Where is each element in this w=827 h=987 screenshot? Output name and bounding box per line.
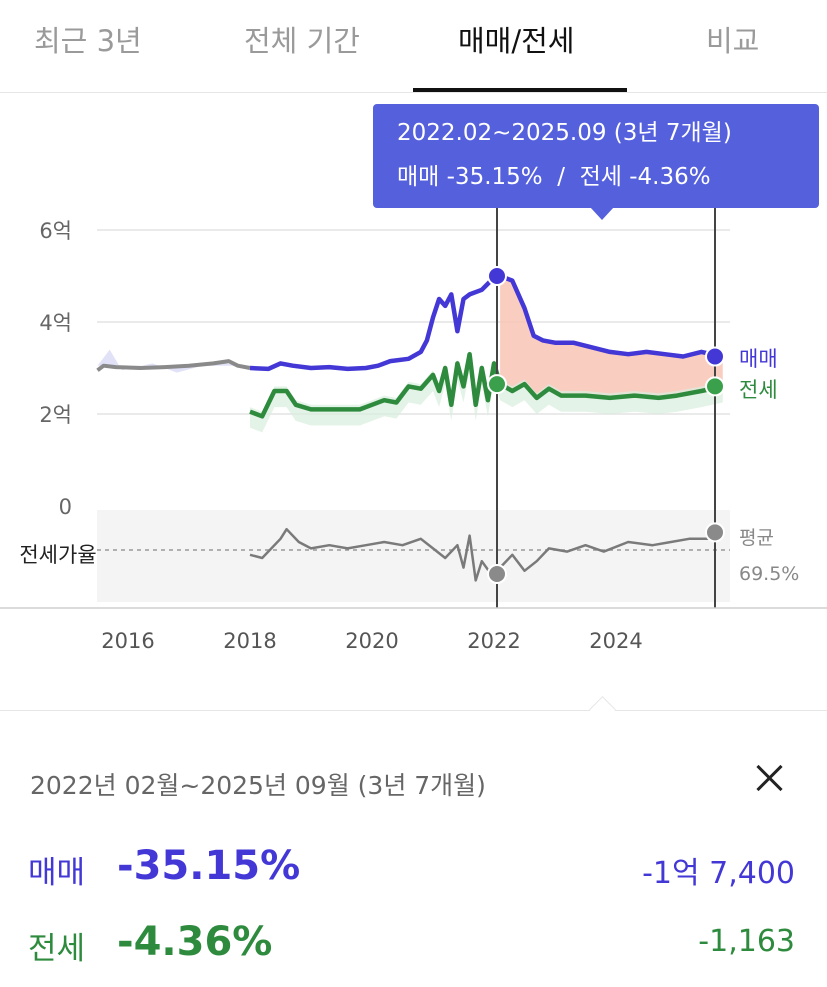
sale-start-dot [487, 266, 507, 286]
x-tick-label: 2024 [589, 629, 642, 652]
endpoint-markers [487, 266, 725, 584]
ratio-end-dot [705, 522, 725, 543]
sale-change-amount: -1억 7,400 [642, 856, 795, 891]
y-tick-label: 4억 [39, 311, 72, 335]
jeonse-end-dot [705, 376, 725, 397]
y-axis-labels: 6억 4억 2억 0 [39, 219, 72, 519]
tab-all-period[interactable]: 전체 기간 [244, 24, 360, 58]
x-tick-label: 2022 [467, 629, 520, 652]
detail-pointer [589, 696, 616, 723]
summary-period: 2022년 02월~2025년 09월 (3년 7개월) [30, 771, 486, 800]
ratio-label: 전세가율 [19, 543, 96, 567]
jeonse-label: 전세 [28, 931, 86, 967]
x-tick-label: 2020 [345, 629, 398, 652]
sale-label: 매매 [28, 855, 86, 891]
y-tick-label: 0 [59, 495, 72, 519]
ratio-panel [97, 510, 730, 602]
tooltip-arrow [590, 207, 614, 220]
tab-recent-3y[interactable]: 최근 3년 [34, 24, 142, 58]
jeonse-change-pct: -4.36% [117, 919, 273, 965]
jeonse-series-label: 전세 [739, 378, 778, 402]
jeonse-start-dot [487, 374, 507, 395]
tab-sale-jeonse[interactable]: 매매/전세 [458, 24, 575, 58]
sale-series-label: 매매 [739, 347, 778, 371]
series-lines [96, 273, 724, 582]
ratio-start-dot [487, 564, 507, 584]
sale-line [249, 273, 724, 372]
period-tabs: 최근 3년 전체 기간 매매/전세 비교 [0, 0, 827, 93]
y-tick-label: 2억 [39, 403, 72, 427]
active-tab-indicator [413, 88, 627, 92]
price-chart[interactable]: 6억 4억 2억 0 2016 2018 2020 2022 2024 전세가율 평균 69.… [0, 92, 827, 652]
sale-end-dot [705, 346, 725, 367]
tab-compare[interactable]: 비교 [706, 24, 760, 58]
tooltip-changes: 매매 -35.15% / 전세 -4.36% [397, 164, 711, 190]
avg-value: 69.5% [739, 563, 799, 585]
tooltip-period: 2022.02~2025.09 (3년 7개월) [397, 120, 732, 146]
grid [97, 229, 730, 415]
avg-label: 평균 [739, 527, 774, 549]
sale-line-pre [96, 359, 251, 372]
decline-fill [500, 276, 723, 398]
x-tick-label: 2018 [223, 629, 276, 652]
ratio-line [249, 527, 724, 582]
close-icon[interactable] [752, 760, 788, 796]
x-axis-labels: 2016 2018 2020 2022 2024 [101, 629, 642, 652]
x-tick-label: 2016 [101, 629, 154, 652]
y-tick-label: 6억 [39, 219, 72, 243]
jeonse-line [249, 351, 724, 419]
jeonse-change-amount: -1,163 [698, 924, 795, 959]
sale-change-pct: -35.15% [117, 843, 301, 889]
section-divider [0, 710, 827, 711]
tooltip-box [373, 104, 819, 208]
tooltip: 2022.02~2025.09 (3년 7개월) 매매 -35.15% / 전세… [373, 104, 819, 220]
